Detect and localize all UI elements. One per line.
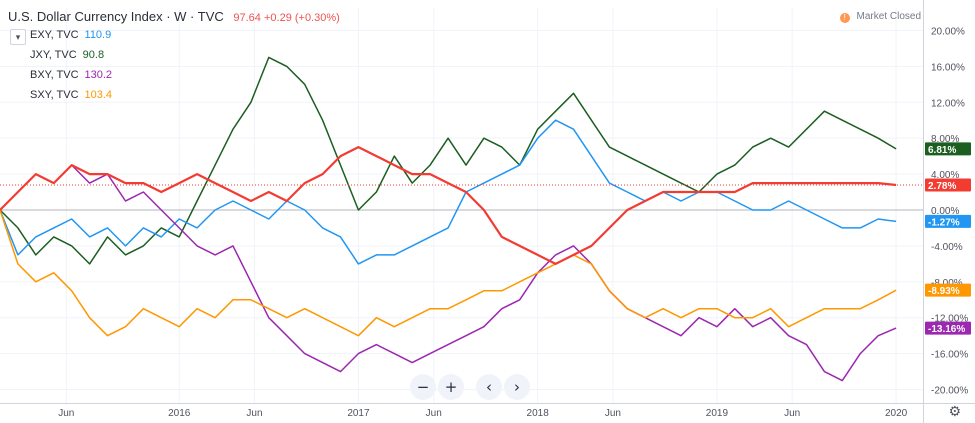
series-line-sxy — [0, 209, 897, 337]
y-tick-label: 12.00% — [931, 98, 965, 109]
market-status: ! Market Closed — [839, 11, 921, 23]
legend-label: BXY, TVC — [30, 69, 79, 81]
chevron-down-icon[interactable]: ▾ — [10, 29, 26, 45]
legend-item[interactable]: BXY, TVC 130.2 — [30, 69, 112, 81]
legend-label: EXY, TVC — [30, 29, 79, 41]
last-value-label: 2.78% — [928, 181, 956, 192]
x-tick-label: 2019 — [706, 408, 729, 419]
y-tick-label: -12.00% — [931, 314, 968, 325]
last-value-badge — [925, 214, 971, 228]
series-line-bxy — [0, 164, 897, 382]
market-status-label: Market Closed — [856, 11, 921, 22]
legend-label: JXY, TVC — [30, 49, 77, 61]
y-tick-label: -20.00% — [931, 386, 968, 397]
legend-label: SXY, TVC — [30, 89, 79, 101]
x-tick-label: Jun — [784, 408, 800, 419]
legend-item[interactable]: SXY, TVC 103.4 — [30, 89, 112, 101]
x-tick-label: 2016 — [168, 408, 191, 419]
chart-header: U.S. Dollar Currency Index · W · TVC 97.… — [8, 9, 340, 24]
legend-item[interactable]: JXY, TVC 90.8 — [30, 49, 104, 61]
exclamation-icon: ! — [839, 13, 850, 23]
y-tick-label: -8.00% — [931, 278, 963, 289]
y-tick-label: 4.00% — [931, 170, 959, 181]
last-value-badge — [925, 142, 971, 156]
last-value-label: 6.81% — [928, 145, 956, 156]
x-tick-label: Jun — [58, 408, 74, 419]
last-value-label: -13.16% — [928, 324, 965, 335]
last-value-badge — [925, 283, 971, 297]
zoom-in-button[interactable]: + — [438, 374, 464, 400]
legend-value: 110.9 — [84, 29, 112, 41]
x-tick-label: Jun — [605, 408, 621, 419]
series-line-jxy — [0, 56, 897, 265]
series-line-exy — [0, 119, 897, 265]
y-tick-label: 20.00% — [931, 26, 965, 37]
gear-icon[interactable]: ⚙ — [948, 404, 961, 420]
x-tick-label: 2017 — [347, 408, 370, 419]
x-tick-label: 2020 — [885, 408, 908, 419]
x-tick-label: Jun — [246, 408, 262, 419]
legend-value: 130.2 — [84, 69, 113, 81]
y-tick-label: -4.00% — [931, 242, 963, 253]
scroll-left-button[interactable]: ‹ — [476, 374, 502, 400]
legend-value: 90.8 — [82, 49, 105, 61]
legend-item[interactable]: EXY, TVC 110.9 — [30, 29, 111, 41]
zoom-out-button[interactable]: − — [410, 374, 436, 400]
x-tick-label: Jun — [426, 408, 442, 419]
y-tick-label: 16.00% — [931, 62, 965, 73]
chart-title: U.S. Dollar Currency Index · W · TVC — [8, 9, 224, 24]
scroll-right-button[interactable]: › — [504, 374, 530, 400]
y-tick-label: 0.00% — [931, 206, 959, 217]
x-tick-label: 2018 — [527, 408, 550, 419]
y-tick-label: 8.00% — [931, 134, 959, 145]
y-tick-label: -16.00% — [931, 350, 968, 361]
legend-value: 103.4 — [84, 89, 113, 101]
last-value-label: -1.27% — [928, 217, 960, 228]
price-quote: 97.64 +0.29 (+0.30%) — [233, 12, 340, 24]
last-value-badge — [925, 321, 971, 335]
last-value-badge — [925, 178, 971, 192]
series-line-dxy — [0, 146, 897, 265]
last-value-label: -8.93% — [928, 286, 960, 297]
